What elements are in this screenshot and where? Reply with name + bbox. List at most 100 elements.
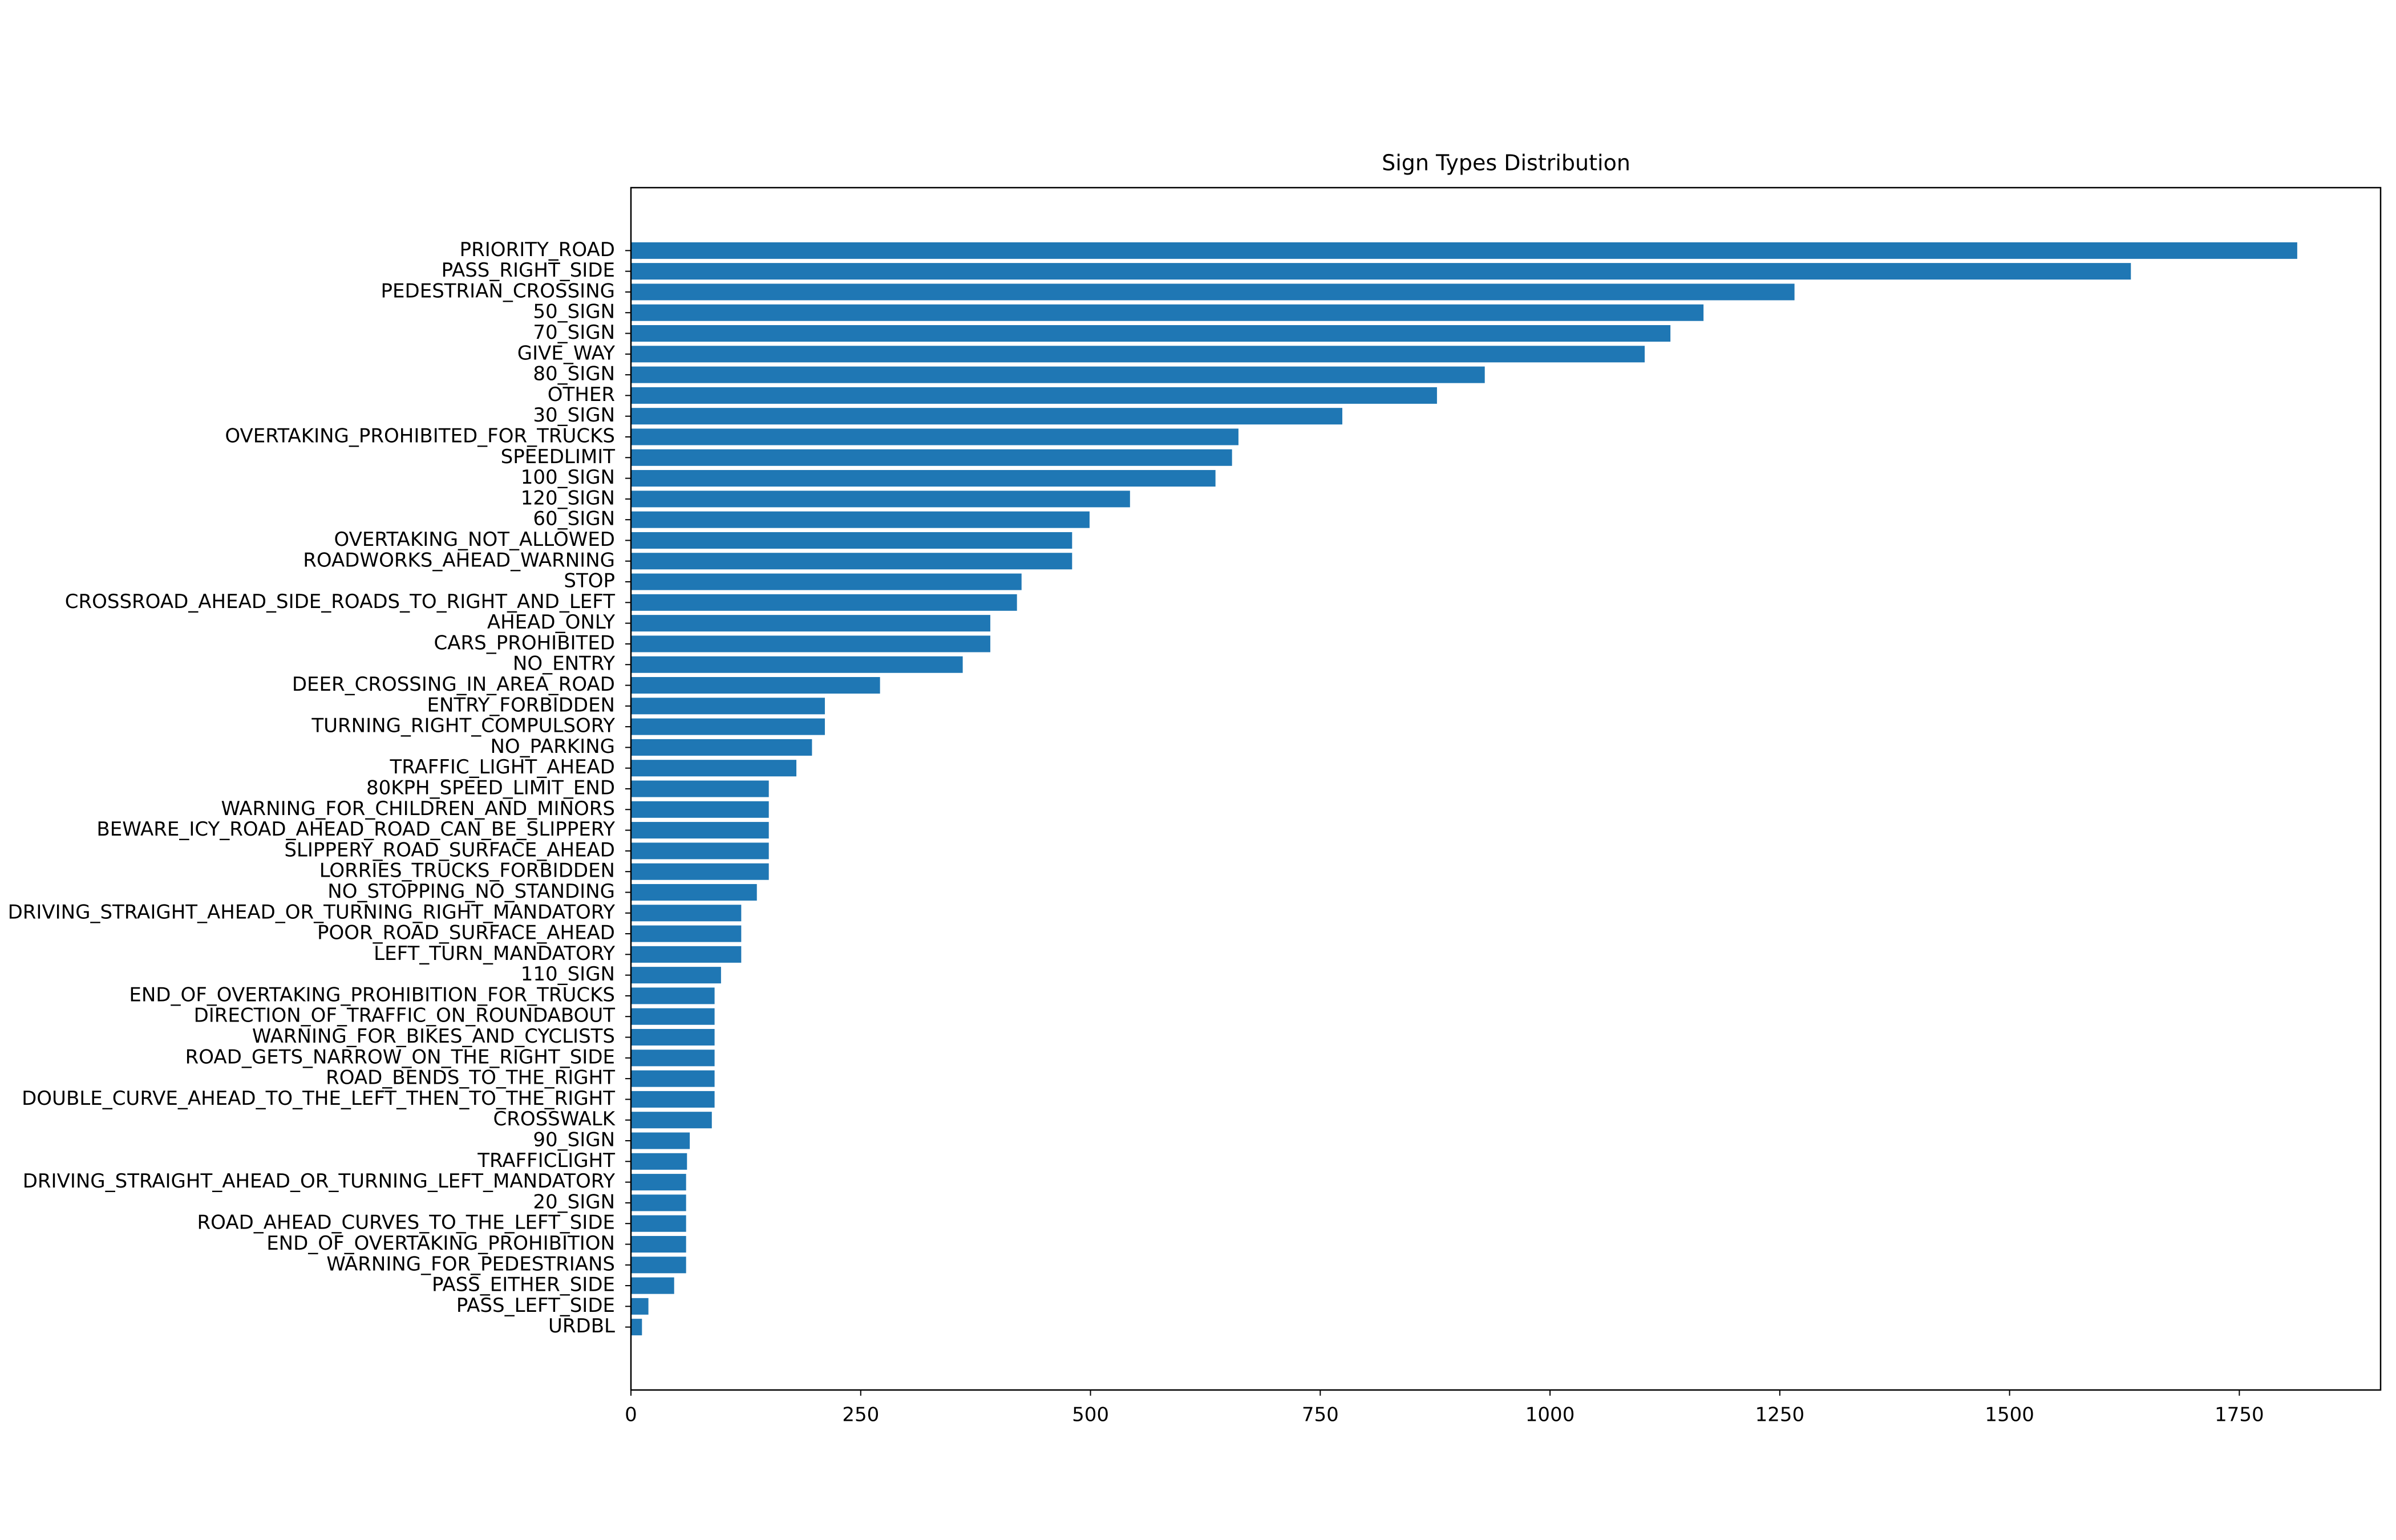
bar: [631, 387, 1437, 404]
y-tick-label: PRIORITY_ROAD: [460, 238, 615, 261]
bar: [631, 1112, 712, 1129]
bar: [631, 366, 1485, 383]
bar: [631, 698, 825, 715]
bar: [631, 635, 990, 653]
bar: [631, 1029, 715, 1046]
y-tick-label: TRAFFICLIGHT: [477, 1149, 615, 1172]
bar: [631, 283, 1795, 301]
bar: [631, 1298, 649, 1315]
y-tick-label: PEDESTRIAN_CROSSING: [381, 279, 615, 302]
y-tick-label: WARNING_FOR_BIKES_AND_CYCLISTS: [252, 1025, 615, 1048]
bar: [631, 946, 742, 963]
bar: [631, 346, 1645, 363]
bar: [631, 1049, 715, 1067]
y-tick-label: URDBL: [548, 1315, 615, 1338]
x-tick-label: 1500: [1985, 1404, 2034, 1426]
bar: [631, 532, 1072, 549]
y-tick-label: PASS_RIGHT_SIDE: [442, 259, 615, 282]
bar: [631, 491, 1130, 508]
y-tick-label: PASS_EITHER_SIDE: [432, 1274, 615, 1296]
y-tick-label: 20_SIGN: [533, 1190, 615, 1213]
bar: [631, 884, 757, 901]
bar: [631, 1132, 690, 1149]
y-tick-label: NO_STOPPING_NO_STANDING: [327, 880, 615, 903]
bar: [631, 801, 769, 818]
bar: [631, 449, 1232, 466]
y-tick-label: AHEAD_ONLY: [487, 611, 615, 634]
bar: [631, 1257, 686, 1274]
bar: [631, 1215, 686, 1232]
x-tick-label: 0: [625, 1404, 637, 1426]
bar: [631, 925, 742, 942]
x-tick-label: 750: [1302, 1404, 1339, 1426]
y-tick-label: END_OF_OVERTAKING_PROHIBITION_FOR_TRUCKS: [129, 983, 615, 1006]
y-tick-label: ROAD_BENDS_TO_THE_RIGHT: [326, 1067, 615, 1089]
bar: [631, 470, 1216, 487]
y-tick-label: WARNING_FOR_CHILDREN_AND_MINORS: [221, 797, 615, 820]
bar: [631, 242, 2297, 259]
y-tick-label: SPEEDLIMIT: [501, 445, 616, 468]
bar: [631, 1194, 686, 1211]
y-tick-label: CARS_PROHIBITED: [434, 631, 615, 654]
bar: [631, 1174, 686, 1191]
bar: [631, 1008, 715, 1025]
y-tick-label: TRAFFIC_LIGHT_AHEAD: [389, 756, 615, 779]
y-tick-label: SLIPPERY_ROAD_SURFACE_AHEAD: [284, 838, 615, 861]
y-tick-label: 70_SIGN: [533, 321, 615, 344]
bar: [631, 905, 742, 922]
x-tick-label: 1000: [1525, 1404, 1575, 1426]
bar: [631, 1091, 715, 1108]
x-tick-label: 1250: [1755, 1404, 1805, 1426]
bar: [631, 1277, 674, 1294]
bar: [631, 1153, 687, 1170]
y-tick-label: END_OF_OVERTAKING_PROHIBITION: [266, 1232, 615, 1255]
y-tick-label: 110_SIGN: [521, 963, 615, 986]
bar: [631, 1070, 715, 1087]
bar: [631, 718, 825, 735]
y-tick-label: 80KPH_SPEED_LIMIT_END: [366, 777, 615, 800]
y-tick-label: DIRECTION_OF_TRAFFIC_ON_ROUNDABOUT: [194, 1004, 616, 1027]
bar: [631, 573, 1022, 590]
y-tick-label: STOP: [564, 570, 615, 593]
chart-title: Sign Types Distribution: [1382, 151, 1630, 176]
y-tick-label: NO_ENTRY: [513, 653, 615, 675]
bar: [631, 739, 812, 756]
bar: [631, 304, 1704, 321]
y-tick-label: BEWARE_ICY_ROAD_AHEAD_ROAD_CAN_BE_SLIPPE…: [96, 818, 615, 841]
bar: [631, 511, 1090, 528]
bar: [631, 780, 769, 797]
y-tick-label: WARNING_FOR_PEDESTRIANS: [326, 1253, 615, 1275]
y-tick-label: DEER_CROSSING_IN_AREA_ROAD: [292, 673, 615, 696]
y-tick-label: DOUBLE_CURVE_AHEAD_TO_THE_LEFT_THEN_TO_T…: [22, 1087, 615, 1110]
y-tick-label: 60_SIGN: [533, 508, 615, 530]
bar: [631, 553, 1072, 570]
y-tick-label: OVERTAKING_NOT_ALLOWED: [334, 528, 616, 551]
y-tick-label: OTHER: [548, 383, 615, 406]
x-tick-label: 1750: [2215, 1404, 2264, 1426]
bar: [631, 325, 1671, 342]
y-tick-label: OVERTAKING_PROHIBITED_FOR_TRUCKS: [225, 424, 615, 447]
x-tick-label: 500: [1072, 1404, 1109, 1426]
y-tick-label: ROAD_GETS_NARROW_ON_THE_RIGHT_SIDE: [185, 1045, 615, 1068]
y-tick-label: ROAD_AHEAD_CURVES_TO_THE_LEFT_SIDE: [197, 1211, 615, 1234]
bar: [631, 594, 1017, 611]
y-tick-label: CROSSWALK: [493, 1108, 616, 1130]
bar: [631, 822, 769, 839]
bar: [631, 408, 1342, 425]
bar: [631, 677, 880, 694]
bar: [631, 987, 715, 1004]
bar: [631, 428, 1239, 445]
y-tick-label: 90_SIGN: [533, 1129, 615, 1152]
y-tick-label: 50_SIGN: [533, 301, 615, 323]
y-tick-label: DRIVING_STRAIGHT_AHEAD_OR_TURNING_LEFT_M…: [23, 1170, 615, 1193]
y-tick-label: 120_SIGN: [521, 487, 615, 509]
bar: [631, 615, 990, 632]
y-tick-label: LEFT_TURN_MANDATORY: [374, 942, 615, 965]
bar: [631, 760, 796, 777]
y-tick-label: TURNING_RIGHT_COMPULSORY: [311, 715, 615, 737]
y-tick-label: ENTRY_FORBIDDEN: [427, 694, 615, 716]
y-tick-label: CROSSROAD_AHEAD_SIDE_ROADS_TO_RIGHT_AND_…: [65, 590, 615, 613]
bar: [631, 863, 769, 880]
bar: [631, 263, 2131, 280]
